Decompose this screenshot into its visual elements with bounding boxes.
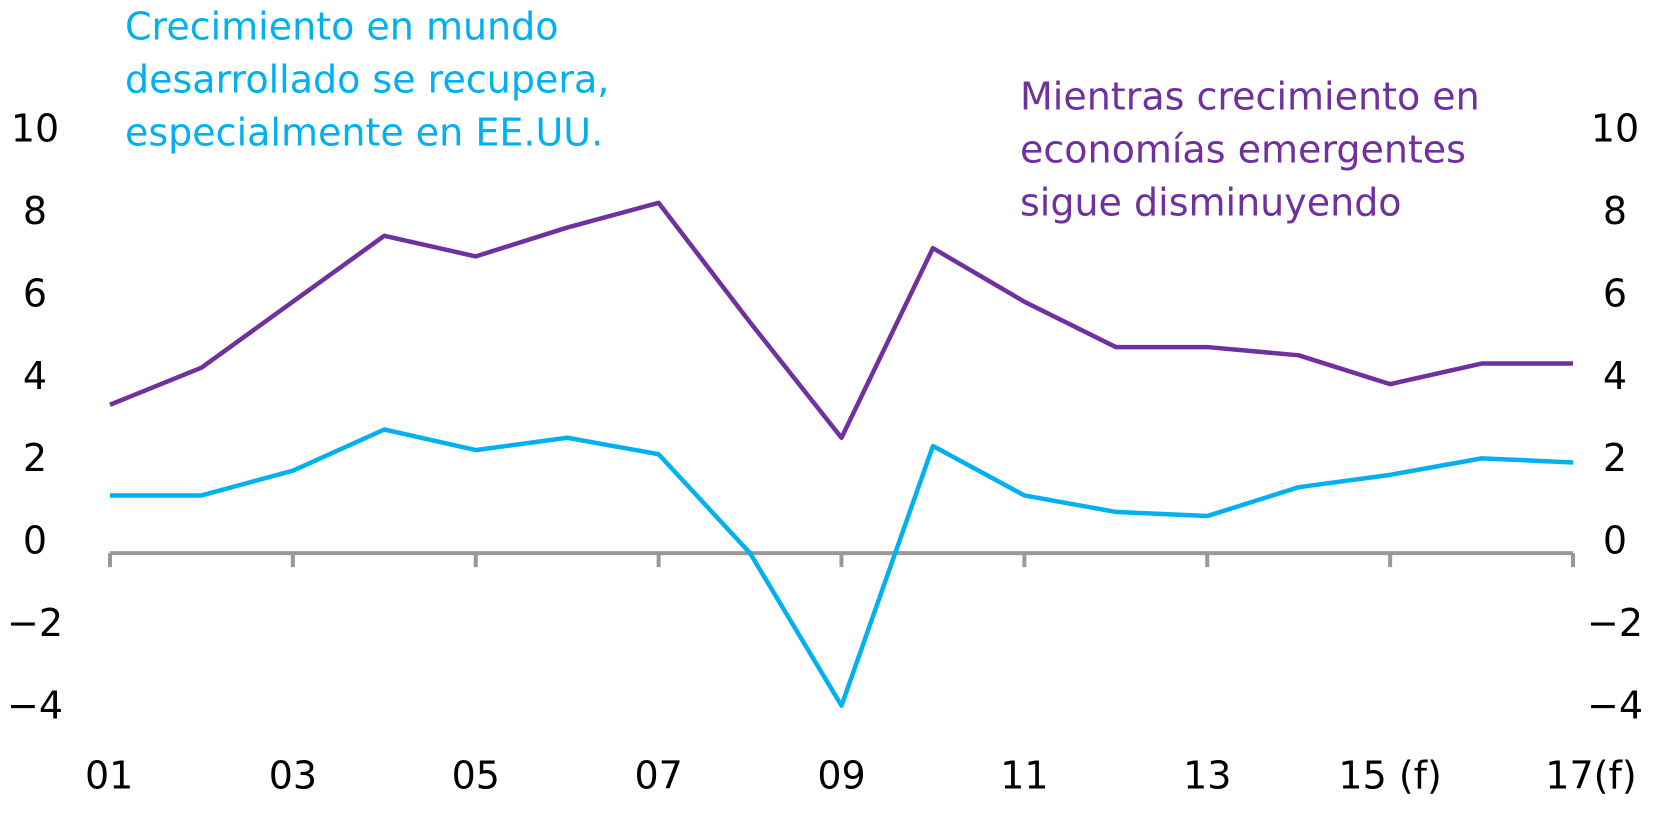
y2-tick-label: 6 xyxy=(1603,271,1627,315)
annotation: sigue disminuyendo xyxy=(1020,181,1402,225)
annotation: especialmente en EE.UU. xyxy=(125,111,603,155)
x-tick-label: 07 xyxy=(634,754,682,798)
y2-tick-label: 2 xyxy=(1603,436,1627,480)
x-tick-label: 13 xyxy=(1183,754,1231,798)
annotation: Mientras crecimiento en xyxy=(1020,75,1480,119)
x-tick-label: 01 xyxy=(85,754,133,798)
annotation: Crecimiento en mundo xyxy=(125,5,559,49)
y2-tick-label: 10 xyxy=(1591,107,1639,151)
y2-tick-label: 8 xyxy=(1603,189,1627,233)
y2-tick-label: 0 xyxy=(1603,519,1627,563)
y-tick-label: 10 xyxy=(11,107,59,151)
x-tick-label: 03 xyxy=(269,754,317,798)
series-line xyxy=(110,427,1574,708)
series-line xyxy=(109,200,1573,440)
y2-tick-label: −2 xyxy=(1587,601,1643,645)
y-tick-label: −2 xyxy=(7,601,63,645)
y-tick-label: 8 xyxy=(23,189,47,233)
annotation: economías emergentes xyxy=(1020,128,1466,172)
annotation: desarrollado se recupera, xyxy=(125,58,609,102)
x-tick-label: 17(f) xyxy=(1545,754,1636,798)
y-tick-label: 4 xyxy=(23,354,47,398)
x-tick-label: 05 xyxy=(452,754,500,798)
y-tick-label: 0 xyxy=(23,519,47,563)
y-tick-label: 6 xyxy=(23,271,47,315)
x-tick-label: 11 xyxy=(1000,754,1048,798)
y-tick-label: 2 xyxy=(23,436,47,480)
x-tick-label: 15 (f) xyxy=(1338,754,1441,798)
y2-tick-label: 4 xyxy=(1603,354,1627,398)
y2-tick-label: −4 xyxy=(1587,684,1643,728)
x-tick-label: 09 xyxy=(817,754,865,798)
y-tick-label: −4 xyxy=(7,684,63,728)
